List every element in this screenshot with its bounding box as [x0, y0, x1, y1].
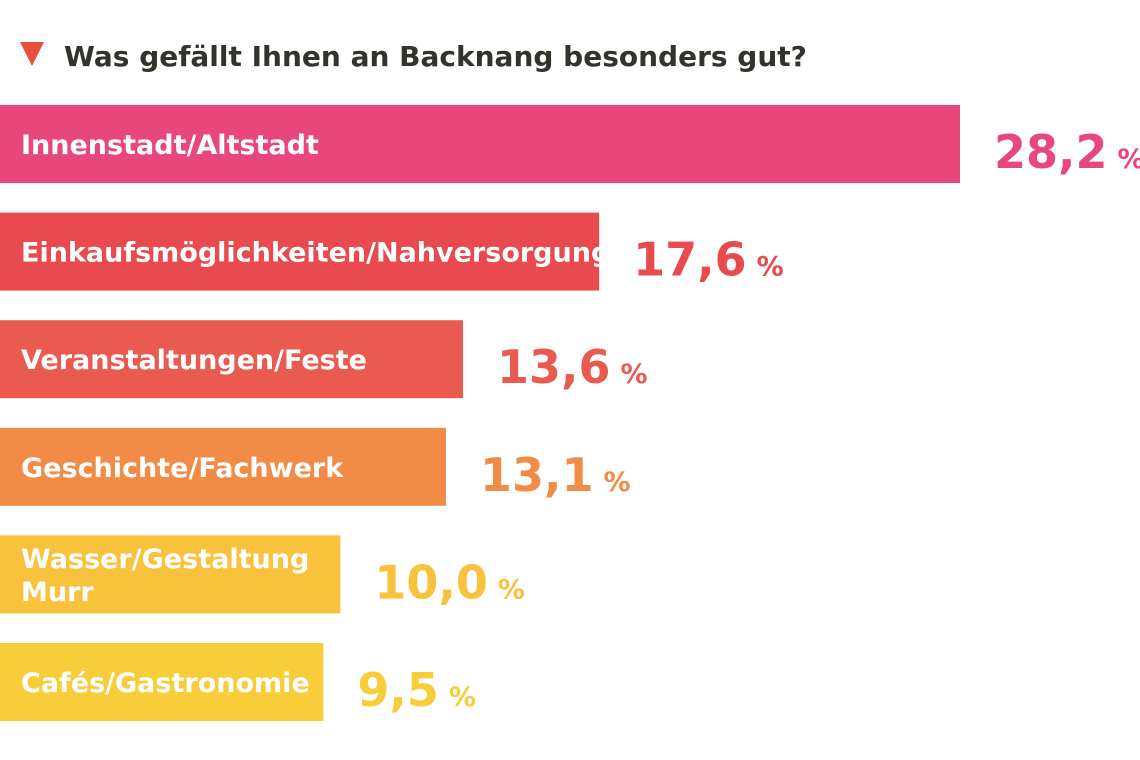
bar-category-label: Veranstaltungen/Feste — [21, 345, 367, 376]
bar-value-unit: % — [757, 252, 784, 283]
bar-value-unit: % — [1118, 144, 1140, 175]
bar-value-label: 10,0% — [374, 555, 525, 609]
bar-category-label: Einkaufsmöglichkeiten/Nahversorgung — [21, 238, 610, 269]
bar-category-label: Cafés/Gastronomie — [21, 668, 310, 699]
bar-row: Wasser/Gestaltung Murr 10,0% — [0, 535, 525, 614]
bar-category-label-line: Einkaufsmöglichkeiten/Nahversorgung — [21, 238, 610, 269]
bar-value-number: 13,1 — [480, 448, 594, 502]
bar-value-label: 17,6% — [633, 233, 784, 287]
bar-value-number: 9,5 — [357, 663, 439, 717]
bar-category-label-line: Geschichte/Fachwerk — [21, 453, 344, 484]
bar-row: Geschichte/Fachwerk 13,1% — [0, 427, 631, 506]
bar — [0, 320, 463, 399]
bar-value-unit: % — [498, 574, 525, 605]
bar-value-label: 9,5% — [357, 663, 476, 717]
bar-category-label-line: Innenstadt/Altstadt — [21, 130, 319, 161]
bar-value-number: 10,0 — [374, 555, 488, 609]
bar-value-label: 13,1% — [480, 448, 631, 502]
bar-row: Cafés/Gastronomie 9,5% — [0, 643, 476, 721]
bar-row: Einkaufsmöglichkeiten/Nahversorgung 17,6% — [0, 212, 784, 291]
bar-value-label: 28,2% — [994, 125, 1140, 179]
bar-value-unit: % — [603, 467, 630, 498]
bar-value-unit: % — [620, 359, 647, 390]
bar-category-label-line: Murr — [21, 577, 94, 608]
bar-row: Innenstadt/Altstadt 28,2% — [0, 105, 1140, 183]
bar-value-number: 28,2 — [994, 125, 1108, 179]
bar — [0, 427, 446, 506]
bar-category-label-line: Cafés/Gastronomie — [21, 668, 310, 699]
bar-category-label: Wasser/Gestaltung Murr — [21, 544, 309, 608]
bar-value-number: 17,6 — [633, 233, 747, 287]
bar-value-label: 13,6% — [497, 340, 648, 394]
bar-row: Veranstaltungen/Feste 13,6% — [0, 320, 648, 399]
chart-title: Was gefällt Ihnen an Backnang besonders … — [64, 40, 807, 73]
bar — [0, 212, 600, 291]
bar — [0, 643, 324, 721]
title-triangle-icon — [20, 42, 44, 66]
bar-category-label-line: Veranstaltungen/Feste — [21, 345, 367, 376]
bar — [0, 105, 960, 183]
bar — [0, 535, 341, 614]
bar-category-label-line: Wasser/Gestaltung — [21, 544, 309, 575]
bar-category-label: Innenstadt/Altstadt — [21, 130, 319, 161]
bar-value-number: 13,6 — [497, 340, 611, 394]
bar-value-unit: % — [449, 682, 476, 713]
bar-category-label: Geschichte/Fachwerk — [21, 453, 344, 484]
